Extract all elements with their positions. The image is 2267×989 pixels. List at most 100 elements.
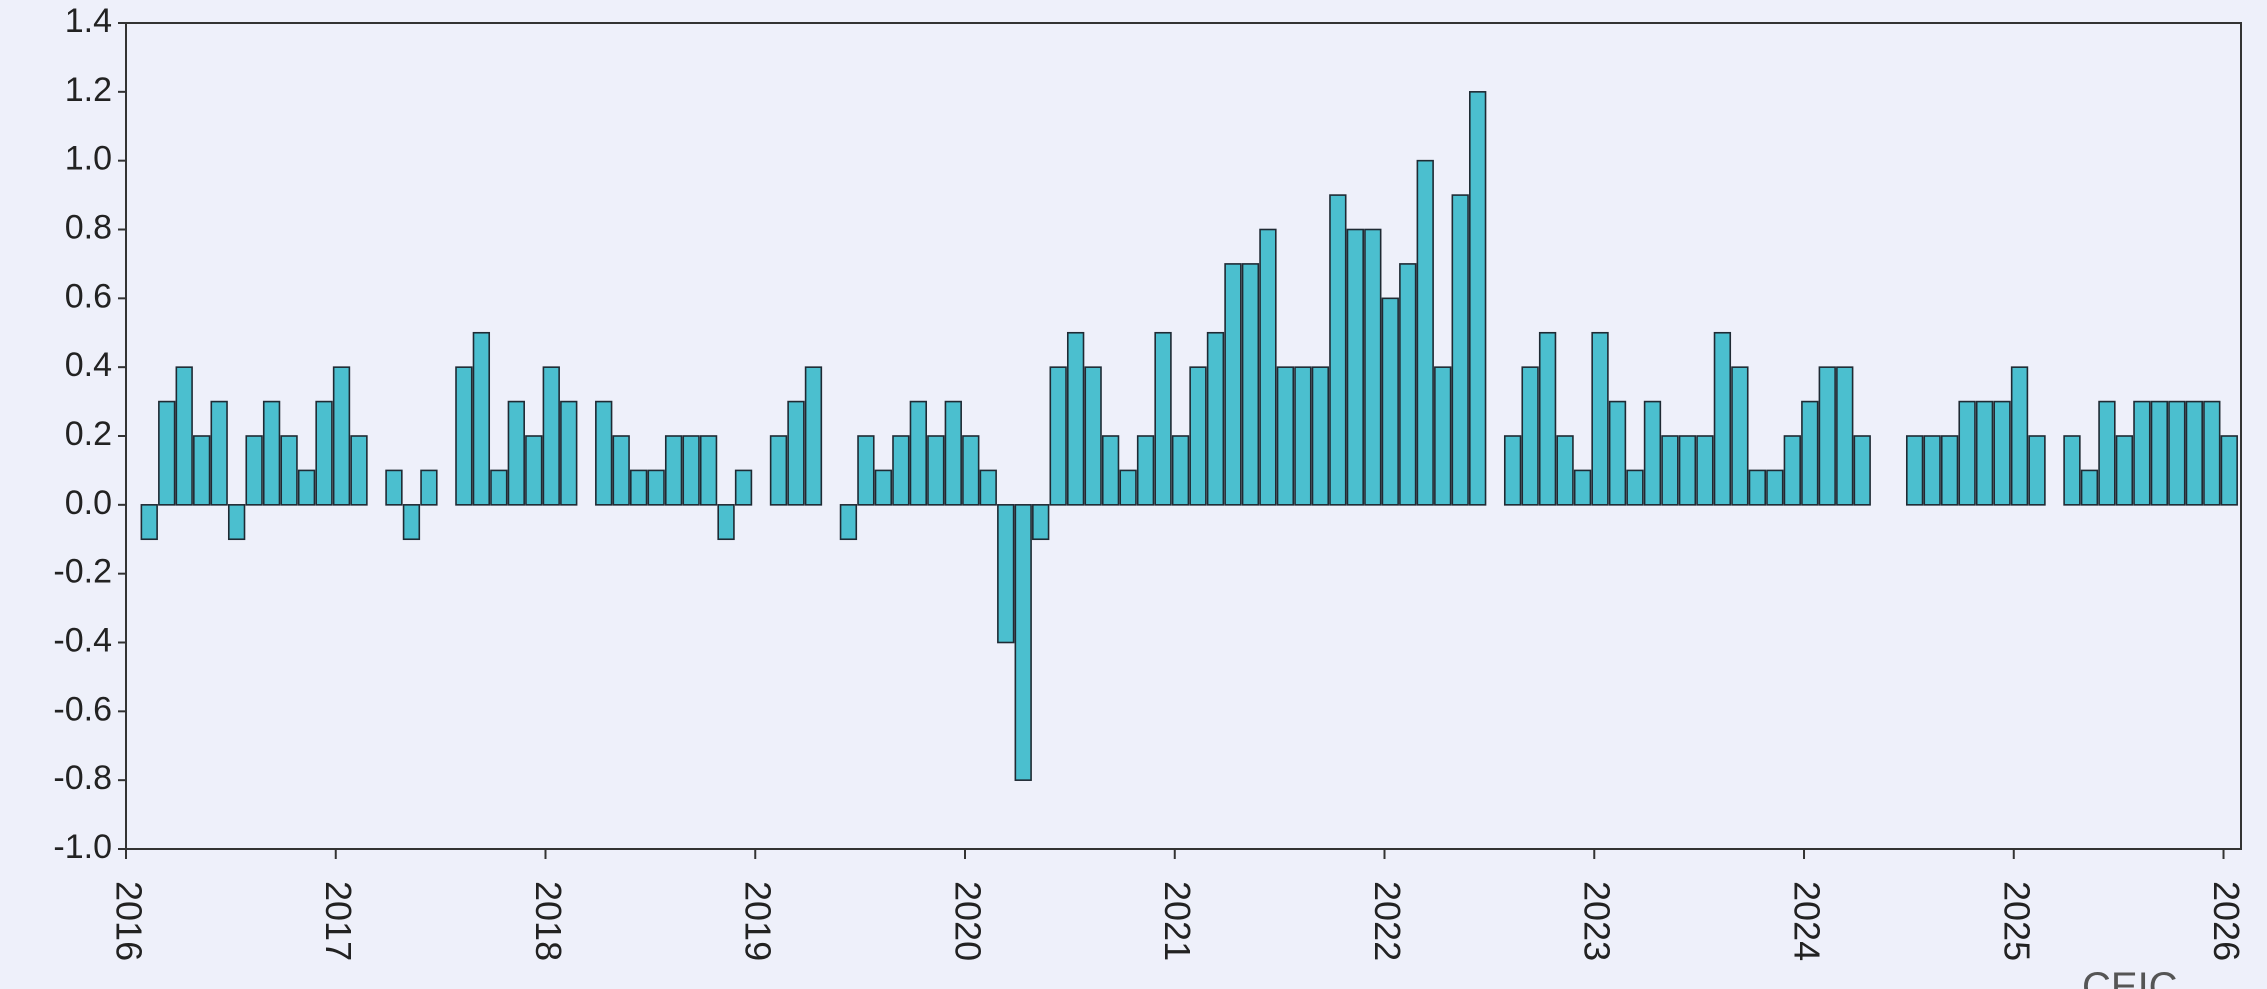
plot-frame [125,22,2242,850]
bar [1993,400,2011,506]
y-tick-label: -0.2 [53,553,112,591]
bar [2220,435,2238,506]
bar [1940,435,1959,506]
x-tick-label: 2026 [2206,881,2247,961]
bar [542,366,560,506]
bar [699,435,718,506]
bar [1626,469,1644,506]
bar [1119,469,1137,506]
bar [1556,435,1574,506]
bar [2028,435,2046,506]
bar [507,400,525,506]
bar [909,400,928,506]
bar [2133,400,2151,506]
bar [1014,504,1032,781]
bar [1503,435,1522,506]
bar [1905,435,1924,506]
bar [1538,331,1557,506]
bar [490,469,508,506]
bar [1975,400,1994,506]
bar [682,435,700,506]
bar [1451,194,1469,506]
x-tick-label: 2017 [318,881,359,961]
bar [1836,366,1854,506]
bar [297,469,316,506]
bar [1136,435,1155,506]
y-tick-label: -1.0 [53,828,112,866]
bar [1049,366,1067,506]
bar [927,435,945,506]
bar [1521,366,1539,506]
bar [664,435,683,506]
x-tick-label: 2024 [1787,881,1828,961]
bar [455,366,473,506]
bar [1189,366,1207,506]
bar [962,435,980,506]
bar [979,469,997,506]
bar [280,435,298,506]
bar [245,435,263,506]
y-tick-label: 1.0 [65,140,112,178]
x-tick-label: 2020 [947,881,988,961]
bar [769,435,788,506]
bar [1399,263,1417,506]
bar [1801,400,1819,506]
bar [1696,435,1714,506]
bar [1259,228,1277,506]
bar [1224,263,1242,506]
bar [857,435,875,506]
x-tick-label: 2025 [1996,881,2037,961]
bar [1766,469,1784,506]
bar [1066,331,1085,506]
bar [787,400,805,506]
bar [1294,366,1312,506]
bar [1713,331,1732,506]
x-tick-label: 2023 [1577,881,1618,961]
bar [1643,400,1662,506]
bar [1434,366,1452,506]
bar [350,435,368,506]
bar [1276,366,1295,506]
y-tick-label: 0.4 [65,346,112,384]
bar [402,504,421,541]
y-tick-label: 0.6 [65,277,112,315]
x-tick-label: 2021 [1157,881,1198,961]
source-label: CEIC [2082,965,2178,989]
bar [1469,91,1487,506]
bar [2150,400,2169,506]
bar [717,504,735,541]
bar [227,504,246,541]
x-tick-label: 2022 [1367,881,1408,961]
bar [1032,504,1050,541]
bar [193,435,211,506]
bar [2080,469,2099,506]
bar [1381,297,1399,506]
y-tick-label: 0.8 [65,208,112,246]
bar [595,400,613,506]
y-tick-label: -0.8 [53,759,112,797]
bar [1346,228,1364,506]
y-tick-label: 1.4 [65,2,112,40]
bar [1364,228,1382,506]
bar [262,400,281,506]
bar [420,469,438,506]
y-tick-label: 0.0 [65,484,112,522]
bar [1241,263,1260,506]
bar [472,331,491,506]
bar [2098,400,2116,506]
bar [944,400,962,506]
x-tick-label: 2019 [738,881,779,961]
bar [1101,435,1120,506]
bar [839,504,858,541]
y-tick-label: -0.4 [53,621,112,659]
bar [1923,435,1941,506]
bar [612,435,630,506]
bar [1731,366,1749,506]
bar [560,400,578,506]
bar [874,469,893,506]
bar [210,400,228,506]
bar [1958,400,1976,506]
bar [2185,400,2203,506]
